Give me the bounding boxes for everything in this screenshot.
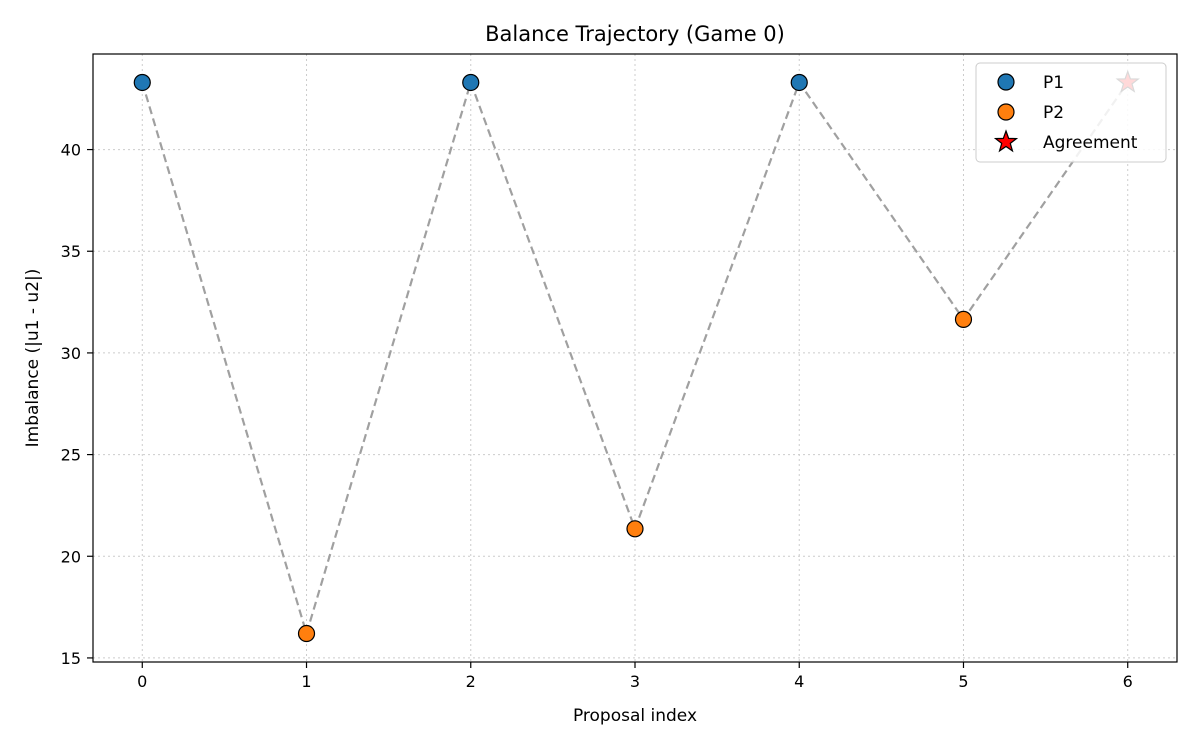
y-tick-label: 30: [61, 344, 81, 363]
p1-point: [462, 73, 480, 92]
p2-point: [626, 520, 644, 538]
y-tick-label: 25: [61, 446, 81, 465]
x-tick-label: 1: [301, 672, 311, 691]
y-tick-label: 40: [61, 141, 81, 160]
x-tick-label: 0: [137, 672, 147, 691]
p2-point: [297, 624, 316, 643]
grid: [93, 54, 1177, 662]
axis-ticks: 0 1 2 3 4 5 6 15 20 25 30 35 40: [61, 141, 1133, 691]
x-axis-label: Proposal index: [573, 706, 697, 726]
legend-p2-marker: [997, 103, 1015, 121]
legend: P1 P2 Agreement: [975, 62, 1167, 163]
data-points: [133, 69, 1140, 643]
legend-label: P1: [1043, 73, 1064, 93]
legend-label: Agreement: [1043, 133, 1138, 153]
p2-point: [954, 310, 973, 328]
x-tick-label: 3: [630, 672, 640, 691]
y-axis-label: Imbalance (|u1 - u2|): [23, 269, 43, 448]
x-tick-label: 6: [1123, 672, 1133, 691]
x-tick-label: 4: [794, 672, 804, 691]
legend-label: P2: [1043, 103, 1064, 123]
p1-point: [133, 73, 151, 92]
x-tick-label: 5: [958, 672, 968, 691]
x-tick-label: 2: [466, 672, 476, 691]
y-tick-label: 15: [61, 649, 81, 668]
p1-point: [790, 73, 808, 92]
y-tick-label: 35: [61, 242, 81, 261]
legend-agreement-marker: [993, 129, 1019, 153]
chart-title: Balance Trajectory (Game 0): [485, 22, 785, 46]
y-tick-label: 20: [61, 547, 81, 566]
legend-box: [975, 62, 1167, 163]
legend-p1-marker: [997, 73, 1015, 91]
